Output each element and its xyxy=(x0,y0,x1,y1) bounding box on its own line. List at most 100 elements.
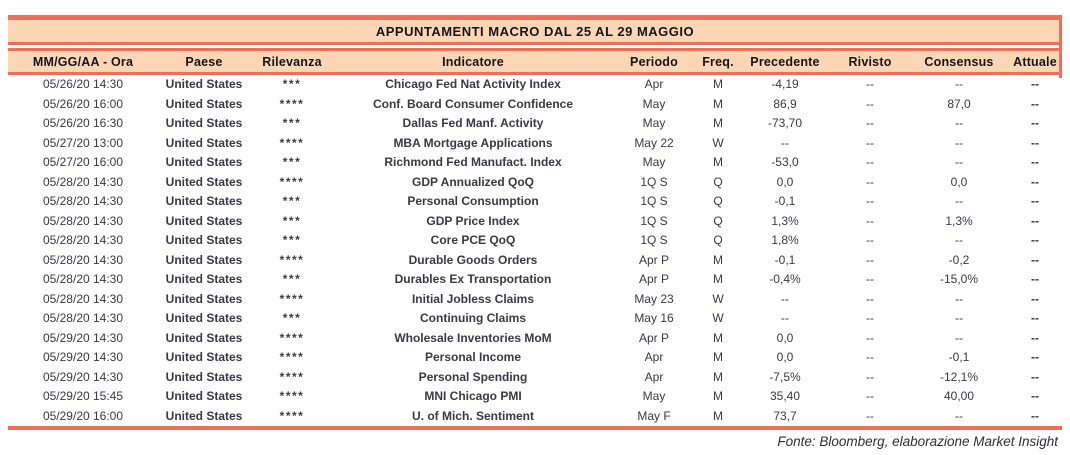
cell-datetime: 05/28/20 14:30 xyxy=(42,311,124,325)
cell-previous: -- xyxy=(781,135,789,150)
cell-period: Apr P xyxy=(638,272,669,286)
cell-actual: -- xyxy=(1031,330,1039,345)
cell-actual: -- xyxy=(1031,408,1039,423)
cell-indicator: GDP Annualized QoQ xyxy=(411,174,534,189)
cell-period: May F xyxy=(637,408,671,423)
column-header-consensus: Consensus xyxy=(910,48,1008,75)
cell-period: 1Q S xyxy=(640,233,668,247)
relevance-stars: *** xyxy=(282,311,302,325)
cell-consensus: 0,0 xyxy=(950,174,968,189)
table-row: 05/27/20 16:00 United States *** Richmon… xyxy=(8,153,1062,173)
cell-revised: -- xyxy=(866,135,874,150)
cell-period: May xyxy=(642,116,666,130)
cell-previous: 1,3% xyxy=(771,213,799,228)
cell-previous: -0,4% xyxy=(769,272,801,286)
cell-revised: -- xyxy=(866,350,874,364)
cell-frequency: M xyxy=(713,116,723,130)
cell-datetime: 05/29/20 14:30 xyxy=(42,330,124,345)
cell-revised: -- xyxy=(866,77,874,91)
cell-consensus: -- xyxy=(955,330,963,345)
cell-actual: -- xyxy=(1031,272,1039,286)
cell-indicator: Personal Income xyxy=(424,350,522,364)
cell-country: United States xyxy=(165,389,243,403)
cell-country: United States xyxy=(165,311,243,325)
cell-consensus: -- xyxy=(955,155,963,169)
cell-frequency: M xyxy=(713,155,723,169)
cell-indicator: Richmond Fed Manufact. Index xyxy=(384,155,562,169)
cell-actual: -- xyxy=(1031,233,1039,247)
cell-previous: -4,19 xyxy=(771,77,799,91)
cell-actual: -- xyxy=(1031,194,1039,208)
table-row: 05/28/20 14:30 United States *** Continu… xyxy=(8,309,1062,329)
relevance-stars: *** xyxy=(282,194,302,208)
cell-indicator: Durables Ex Transportation xyxy=(394,272,552,286)
table-row: 05/28/20 14:30 United States *** Persona… xyxy=(8,192,1062,212)
cell-country: United States xyxy=(165,408,243,423)
cell-datetime: 05/29/20 16:00 xyxy=(42,408,124,423)
cell-consensus: -- xyxy=(955,194,963,208)
relevance-stars: **** xyxy=(279,350,305,364)
cell-indicator: U. of Mich. Sentiment xyxy=(411,408,534,423)
cell-country: United States xyxy=(165,272,243,286)
cell-revised: -- xyxy=(866,96,874,111)
cell-frequency: M xyxy=(713,272,723,286)
relevance-stars: **** xyxy=(279,96,305,111)
cell-country: United States xyxy=(165,330,243,345)
cell-indicator: Initial Jobless Claims xyxy=(411,291,535,306)
cell-period: 1Q S xyxy=(640,194,668,208)
column-header-revised: Rivisto xyxy=(830,48,910,75)
cell-consensus: -0,2 xyxy=(948,252,970,267)
column-header-datetime: MM/GG/AA - Ora xyxy=(8,48,158,75)
table-row: 05/28/20 14:30 United States *** Durable… xyxy=(8,270,1062,290)
table-row: 05/29/20 14:30 United States **** Wholes… xyxy=(8,329,1062,349)
relevance-stars: *** xyxy=(282,233,302,247)
cell-period: Apr P xyxy=(638,330,669,345)
cell-previous: 86,9 xyxy=(773,96,797,111)
cell-period: May 22 xyxy=(634,135,674,150)
cell-revised: -- xyxy=(866,116,874,130)
column-header-previous: Precedente xyxy=(740,48,830,75)
column-header-frequency: Freq. xyxy=(696,48,740,75)
table-row: 05/28/20 14:30 United States *** GDP Pri… xyxy=(8,212,1062,232)
table-row: 05/28/20 14:30 United States *** Core PC… xyxy=(8,231,1062,251)
cell-actual: -- xyxy=(1031,350,1039,364)
cell-actual: -- xyxy=(1031,174,1039,189)
cell-previous: 0,0 xyxy=(776,350,794,364)
column-header-relevance: Rilevanza xyxy=(250,48,334,75)
cell-indicator: Durable Goods Orders xyxy=(408,252,538,267)
cell-datetime: 05/28/20 14:30 xyxy=(42,233,124,247)
cell-consensus: -- xyxy=(955,311,963,325)
cell-country: United States xyxy=(165,77,243,91)
cell-period: May 16 xyxy=(634,311,674,325)
relevance-stars: **** xyxy=(279,252,305,267)
right-edge-rule xyxy=(1059,15,1062,78)
cell-period: Apr xyxy=(644,369,664,384)
column-header-indicator: Indicatore xyxy=(334,48,612,75)
cell-previous: 1,8% xyxy=(771,233,799,247)
relevance-stars: **** xyxy=(279,330,305,345)
cell-period: Apr xyxy=(644,77,664,91)
cell-consensus: -12,1% xyxy=(939,369,979,384)
relevance-stars: *** xyxy=(282,77,302,91)
cell-datetime: 05/28/20 14:30 xyxy=(42,291,124,306)
cell-actual: -- xyxy=(1031,155,1039,169)
cell-datetime: 05/27/20 13:00 xyxy=(42,135,124,150)
cell-previous: 0,0 xyxy=(776,330,794,345)
relevance-stars: **** xyxy=(279,291,305,306)
cell-period: Apr P xyxy=(638,252,669,267)
cell-country: United States xyxy=(165,174,243,189)
cell-previous: -- xyxy=(781,291,789,306)
cell-actual: -- xyxy=(1031,369,1039,384)
cell-actual: -- xyxy=(1031,311,1039,325)
cell-datetime: 05/28/20 14:30 xyxy=(42,272,124,286)
cell-consensus: 1,3% xyxy=(945,213,973,228)
cell-frequency: M xyxy=(713,389,723,403)
cell-actual: -- xyxy=(1031,213,1039,228)
cell-revised: -- xyxy=(866,272,874,286)
cell-country: United States xyxy=(165,213,243,228)
cell-consensus: -- xyxy=(955,77,963,91)
cell-frequency: Q xyxy=(713,174,723,189)
cell-previous: -53,0 xyxy=(771,155,799,169)
cell-revised: -- xyxy=(866,252,874,267)
cell-consensus: -- xyxy=(955,233,963,247)
